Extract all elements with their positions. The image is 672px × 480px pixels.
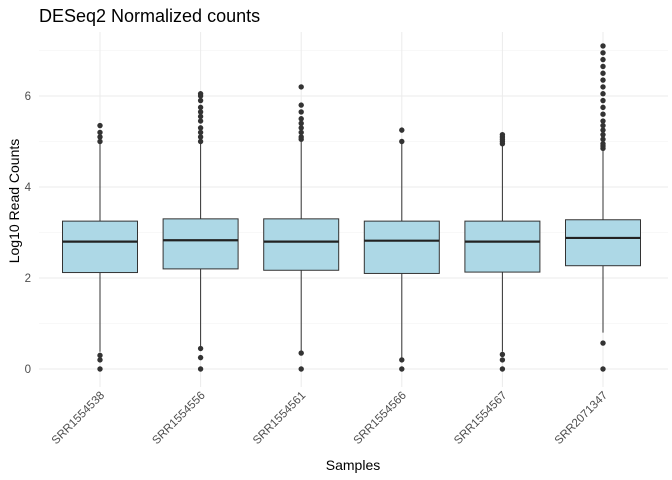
outlier-point <box>399 366 405 372</box>
outlier-point <box>97 366 103 372</box>
outlier-point <box>600 118 606 124</box>
outlier-point <box>600 122 606 129</box>
x-tick-label: SRR1554561 <box>251 390 308 447</box>
outlier-point <box>298 366 304 372</box>
outlier-point <box>197 138 204 145</box>
outlier-point <box>298 84 304 90</box>
outlier-point <box>600 141 606 147</box>
outlier-point <box>97 122 103 129</box>
outlier-point <box>197 97 204 104</box>
outlier-point <box>399 138 405 145</box>
outlier-point <box>298 134 304 140</box>
y-tick-label: 4 <box>25 182 32 194</box>
x-tick-label: SRR1554567 <box>452 390 509 447</box>
outlier-point <box>499 131 506 138</box>
outlier-point <box>600 104 606 111</box>
box-iqr <box>363 220 440 274</box>
box-SRR1554567 <box>464 131 541 372</box>
outlier-point <box>600 340 606 346</box>
box-SRR1554556 <box>162 91 239 372</box>
minor-gridlines <box>39 50 668 324</box>
outlier-point <box>97 134 103 140</box>
outlier-point <box>298 102 304 108</box>
chart-title: DESeq2 Normalized counts <box>39 6 260 26</box>
y-tick-labels: 0 2 4 6 <box>25 91 32 376</box>
outlier-point <box>600 43 606 49</box>
outlier-point <box>600 366 606 372</box>
box-series <box>62 43 641 372</box>
outlier-point <box>600 111 606 117</box>
major-gridlines <box>39 32 668 387</box>
outlier-point <box>499 351 506 358</box>
y-tick-label: 6 <box>25 91 31 103</box>
x-tick-label: SRR1554556 <box>150 390 207 447</box>
outlier-point <box>298 109 304 115</box>
outlier-point <box>600 77 606 83</box>
box-SRR1554561 <box>263 84 340 372</box>
outlier-point <box>298 120 304 127</box>
y-tick-label: 2 <box>25 273 31 285</box>
outlier-point <box>600 56 606 63</box>
box-iqr <box>565 219 641 267</box>
outlier-point <box>298 125 304 131</box>
outlier-point <box>197 125 204 131</box>
x-tick-label: SRR1554566 <box>352 390 409 447</box>
box-iqr <box>464 220 541 273</box>
outlier-point <box>298 350 304 356</box>
box-SRR1554538 <box>62 122 138 372</box>
outlier-point <box>197 345 204 352</box>
outlier-point <box>399 357 405 363</box>
outlier-point <box>600 84 606 90</box>
outlier-point <box>499 357 506 363</box>
outlier-point <box>97 138 103 145</box>
outlier-point <box>197 366 204 372</box>
outlier-point <box>97 352 103 359</box>
x-tick-labels: SRR1554538 SRR1554556 SRR1554561 SRR1554566… <box>50 390 610 447</box>
outlier-point <box>600 63 606 70</box>
box-SRR1554566 <box>363 127 440 372</box>
outlier-point <box>298 129 304 136</box>
outlier-point <box>197 354 204 361</box>
outlier-point <box>197 104 204 111</box>
box-iqr <box>162 218 239 270</box>
outlier-point <box>600 97 606 104</box>
outlier-point <box>600 70 606 76</box>
outlier-point <box>197 109 204 115</box>
y-axis-title: Log10 Read Counts <box>6 139 22 264</box>
outlier-point <box>399 127 405 133</box>
x-axis-title: Samples <box>326 457 380 473</box>
outlier-point <box>600 50 606 56</box>
outlier-point <box>600 131 606 138</box>
outlier-point <box>197 118 204 124</box>
outlier-point <box>197 134 204 140</box>
box-SRR2071347 <box>565 43 641 372</box>
outlier-point <box>97 357 103 363</box>
outlier-point <box>600 136 606 142</box>
x-tick-label: SRR2071347 <box>553 390 610 447</box>
box-iqr <box>62 220 138 274</box>
outlier-point <box>298 116 304 122</box>
outlier-point <box>97 129 103 136</box>
outlier-point <box>197 129 204 136</box>
outlier-point <box>600 127 606 133</box>
outlier-point <box>600 91 606 97</box>
outlier-point <box>197 113 204 120</box>
outlier-point <box>197 91 204 97</box>
outlier-point <box>499 366 506 372</box>
x-tick-label: SRR1554538 <box>50 390 107 447</box>
box-iqr <box>263 218 340 271</box>
y-tick-label: 0 <box>25 364 31 376</box>
